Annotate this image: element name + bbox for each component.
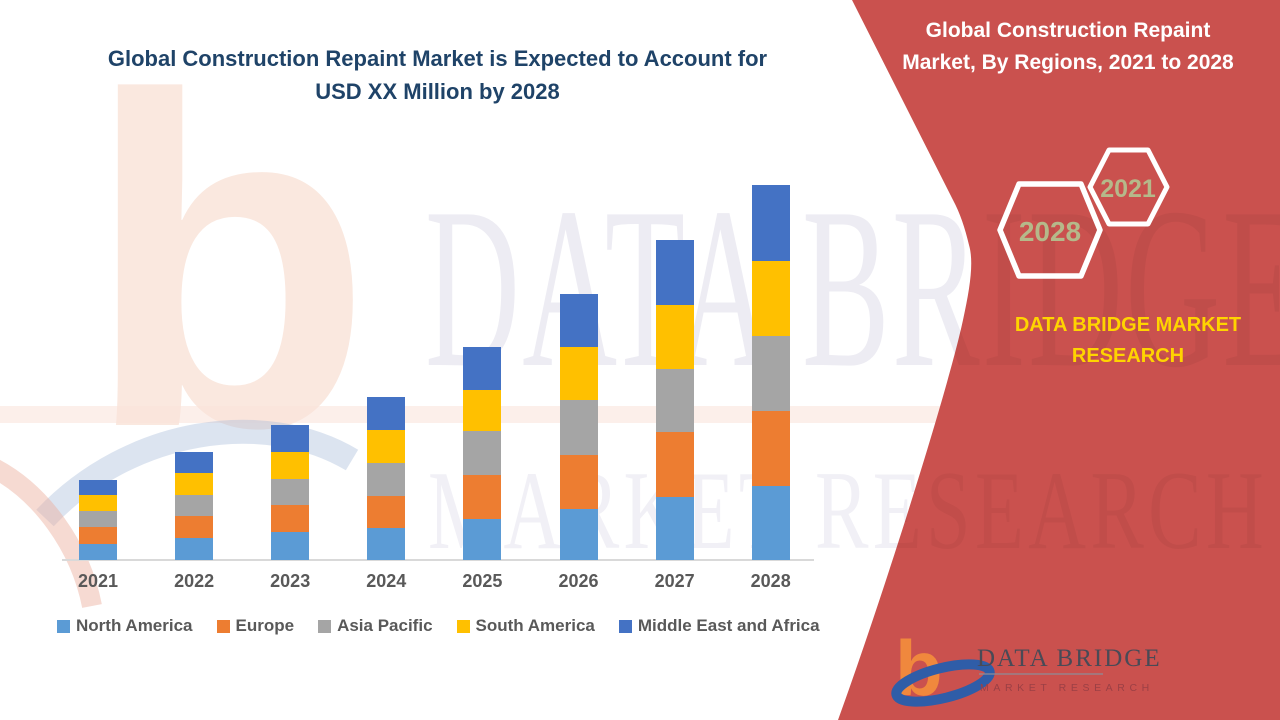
legend-label-north-america: North America <box>76 616 193 635</box>
legend-item-south-america: South America <box>456 616 595 636</box>
x-axis-label-2025: 2025 <box>462 571 503 591</box>
bar-segment-north-america-2027 <box>655 497 694 560</box>
bar-2022 <box>175 452 214 560</box>
bar-segment-europe-2028 <box>751 411 790 486</box>
brand-text: DATA BRIDGE MARKET RESEARCH <box>983 310 1273 372</box>
bar-segment-europe-2027 <box>655 432 694 497</box>
legend-swatch-middle-east-and-africa <box>618 619 632 633</box>
bar-segment-north-america-2028 <box>751 486 790 560</box>
brand-text-line2: RESEARCH <box>1071 345 1185 367</box>
x-axis-label-2023: 2023 <box>270 571 311 591</box>
bar-segment-north-america-2024 <box>367 528 406 560</box>
bar-segment-europe-2022 <box>175 516 214 538</box>
bar-segment-south-america-2023 <box>271 452 310 479</box>
logo-tagline-text: MARKET RESEARCH <box>980 682 1154 694</box>
bar-segment-middle-east-and-africa-2024 <box>367 397 406 430</box>
bar-segment-middle-east-and-africa-2022 <box>175 452 214 473</box>
legend-label-asia-pacific: Asia Pacific <box>337 616 433 635</box>
bar-segment-south-america-2028 <box>751 261 790 336</box>
legend-swatch-south-america <box>456 619 470 633</box>
bar-2025 <box>463 347 502 560</box>
bar-segment-north-america-2021 <box>79 544 117 560</box>
legend-label-middle-east-and-africa: Middle East and Africa <box>637 616 820 635</box>
bar-segment-north-america-2023 <box>271 532 310 560</box>
bar-segment-europe-2025 <box>463 475 502 519</box>
bar-segment-north-america-2026 <box>559 509 598 560</box>
bar-segment-north-america-2022 <box>175 538 214 560</box>
chart-title: Global Construction Repaint Market is Ex… <box>55 42 820 108</box>
bar-2023 <box>271 425 310 560</box>
chart-title-line2: USD XX Million by 2028 <box>315 79 560 104</box>
bar-segment-asia-pacific-2023 <box>271 479 310 505</box>
bar-segment-europe-2026 <box>559 455 598 509</box>
bar-segment-south-america-2024 <box>367 430 406 463</box>
bar-2027 <box>655 240 694 560</box>
bar-segment-europe-2023 <box>271 505 310 532</box>
bar-segment-asia-pacific-2026 <box>559 400 598 455</box>
x-axis-label-2021: 2021 <box>77 571 119 591</box>
bar-segment-middle-east-and-africa-2027 <box>655 240 694 305</box>
chart-title-line1: Global Construction Repaint Market is Ex… <box>107 46 768 71</box>
brand-text-line1: DATA BRIDGE MARKET <box>1014 314 1242 336</box>
bar-2028 <box>751 185 790 560</box>
bar-2021 <box>79 480 117 560</box>
bar-segment-europe-2021 <box>79 527 117 544</box>
databridge-logo: b DATA BRIDGE MARKET RESEARCH <box>891 624 1162 712</box>
logo-swoosh-icon <box>891 659 995 707</box>
bar-segment-south-america-2022 <box>175 473 214 495</box>
x-axis-label-2024: 2024 <box>366 571 407 591</box>
legend-swatch-north-america <box>57 619 70 633</box>
watermark-orange-swoosh-icon <box>0 459 102 609</box>
x-axis-line <box>62 559 814 561</box>
bar-segment-middle-east-and-africa-2026 <box>559 294 598 347</box>
chart-legend: North America Europe Asia Pacific South Ame… <box>57 616 820 636</box>
watermark-b-icon: b <box>85 0 372 525</box>
legend-label-europe: Europe <box>235 616 295 635</box>
hexagon-2028-outline-icon <box>997 181 1103 279</box>
bar-segment-north-america-2025 <box>463 519 502 560</box>
panel-title-line2: Market, By Regions, 2021 to 2028 <box>902 51 1234 74</box>
legend-swatch-asia-pacific <box>318 619 332 633</box>
bar-segment-south-america-2027 <box>655 305 694 369</box>
bar-segment-asia-pacific-2021 <box>79 511 117 527</box>
bar-segment-asia-pacific-2024 <box>367 463 406 496</box>
hexagon-badge-2028: 2028 <box>997 181 1103 279</box>
legend-label-south-america: South America <box>475 616 595 635</box>
hexagon-badge-2021: 2021 <box>1087 147 1170 227</box>
bar-2026 <box>559 294 598 560</box>
legend-item-north-america: North America <box>57 616 193 636</box>
legend-swatch-europe <box>216 619 230 633</box>
x-axis-label-2027: 2027 <box>654 571 695 591</box>
x-axis-label-2022: 2022 <box>174 571 215 591</box>
legend-item-europe: Europe <box>216 616 295 636</box>
bar-segment-south-america-2025 <box>463 390 502 431</box>
legend-item-asia-pacific: Asia Pacific <box>318 616 433 636</box>
hexagon-2021-label: 2021 <box>1100 175 1156 203</box>
bar-segment-south-america-2021 <box>79 495 117 511</box>
bar-segment-middle-east-and-africa-2025 <box>463 347 502 390</box>
bar-segment-asia-pacific-2025 <box>463 431 502 475</box>
bar-2024 <box>367 397 406 560</box>
panel-title-line1: Global Construction Repaint <box>925 19 1211 42</box>
panel-title: Global Construction Repaint Market, By R… <box>862 15 1274 79</box>
red-side-panel <box>838 0 1280 720</box>
hexagon-2021-outline-icon <box>1087 147 1170 227</box>
bar-segment-south-america-2026 <box>559 347 598 400</box>
hexagon-2028-label: 2028 <box>1019 216 1081 247</box>
logo-name-text: DATA BRIDGE <box>977 645 1162 672</box>
x-axis-label-2028: 2028 <box>750 571 791 591</box>
bar-segment-asia-pacific-2027 <box>655 369 694 432</box>
bar-segment-europe-2024 <box>367 496 406 528</box>
bar-segment-asia-pacific-2022 <box>175 495 214 516</box>
bar-segment-middle-east-and-africa-2023 <box>271 425 310 452</box>
bar-segment-middle-east-and-africa-2021 <box>79 480 117 495</box>
bar-segment-asia-pacific-2028 <box>751 336 790 411</box>
x-axis-label-2026: 2026 <box>558 571 599 591</box>
legend-item-middle-east-and-africa: Middle East and Africa <box>618 616 820 636</box>
bar-segment-middle-east-and-africa-2028 <box>751 185 790 261</box>
